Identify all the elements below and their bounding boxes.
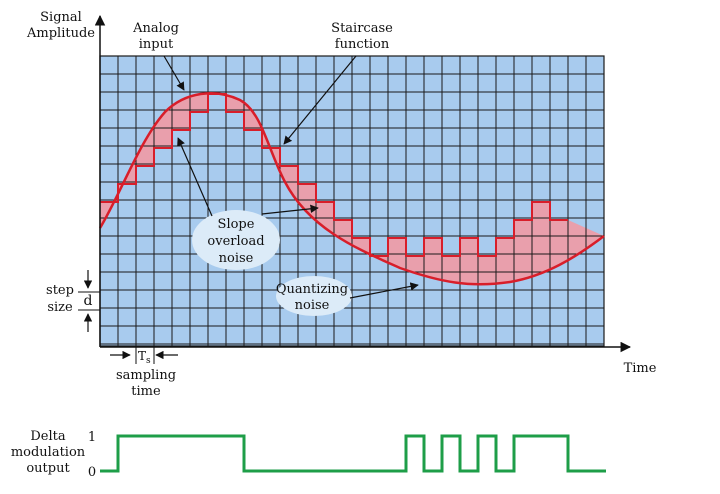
analog-input-arrow [163, 55, 185, 91]
sampling-period-main: T [138, 349, 146, 363]
noise-regions [100, 93, 604, 285]
output-level-zero: 0 [88, 465, 96, 480]
analog-input-label-line1: Analog [132, 21, 179, 36]
sampling-period-symbol: Ts [138, 349, 151, 366]
quantizing-noise-cloud [276, 276, 352, 316]
staircase-arrow [283, 55, 357, 145]
staircase-function [100, 93, 568, 257]
step-size-label-line2: size [47, 300, 73, 315]
output-level-one: 1 [88, 430, 96, 445]
slope-overload-label-line1: Slope [218, 217, 255, 232]
slope-overload-arrow-right [261, 204, 319, 215]
y-axis-label-line2: Amplitude [26, 26, 95, 41]
quantizing-noise-label-line2: noise [295, 298, 330, 313]
sampling-period-subscript: s [146, 356, 151, 366]
staircase-label-line1: Staircase [331, 21, 393, 36]
slope-overload-label-line3: noise [219, 251, 254, 266]
staircase-label-line2: function [335, 37, 390, 52]
quantizing-noise-arrow [349, 282, 419, 299]
slope-overload-cloud [192, 210, 280, 270]
dm-output-label-line1: Delta [30, 429, 65, 444]
y-axis-label-line1: Signal [40, 10, 82, 25]
x-axis-label: Time [624, 361, 657, 376]
step-size-symbol: d [84, 293, 93, 309]
dm-output-label-line3: output [26, 461, 70, 476]
slope-overload-label-line2: overload [207, 234, 264, 249]
analog-input-label-line2: input [139, 37, 174, 52]
step-size-label-line1: step [46, 283, 74, 298]
sampling-time-label-line1: sampling [116, 368, 176, 383]
dm-output-label-line2: modulation [11, 445, 86, 460]
slope-overload-arrow-left [177, 137, 213, 217]
quantizing-noise-label-line1: Quantizing [276, 282, 348, 297]
delta-modulation-output-waveform [100, 434, 606, 473]
sampling-time-label-line2: time [131, 384, 161, 399]
analog-input-curve [98, 92, 605, 286]
noise-region [100, 93, 604, 285]
